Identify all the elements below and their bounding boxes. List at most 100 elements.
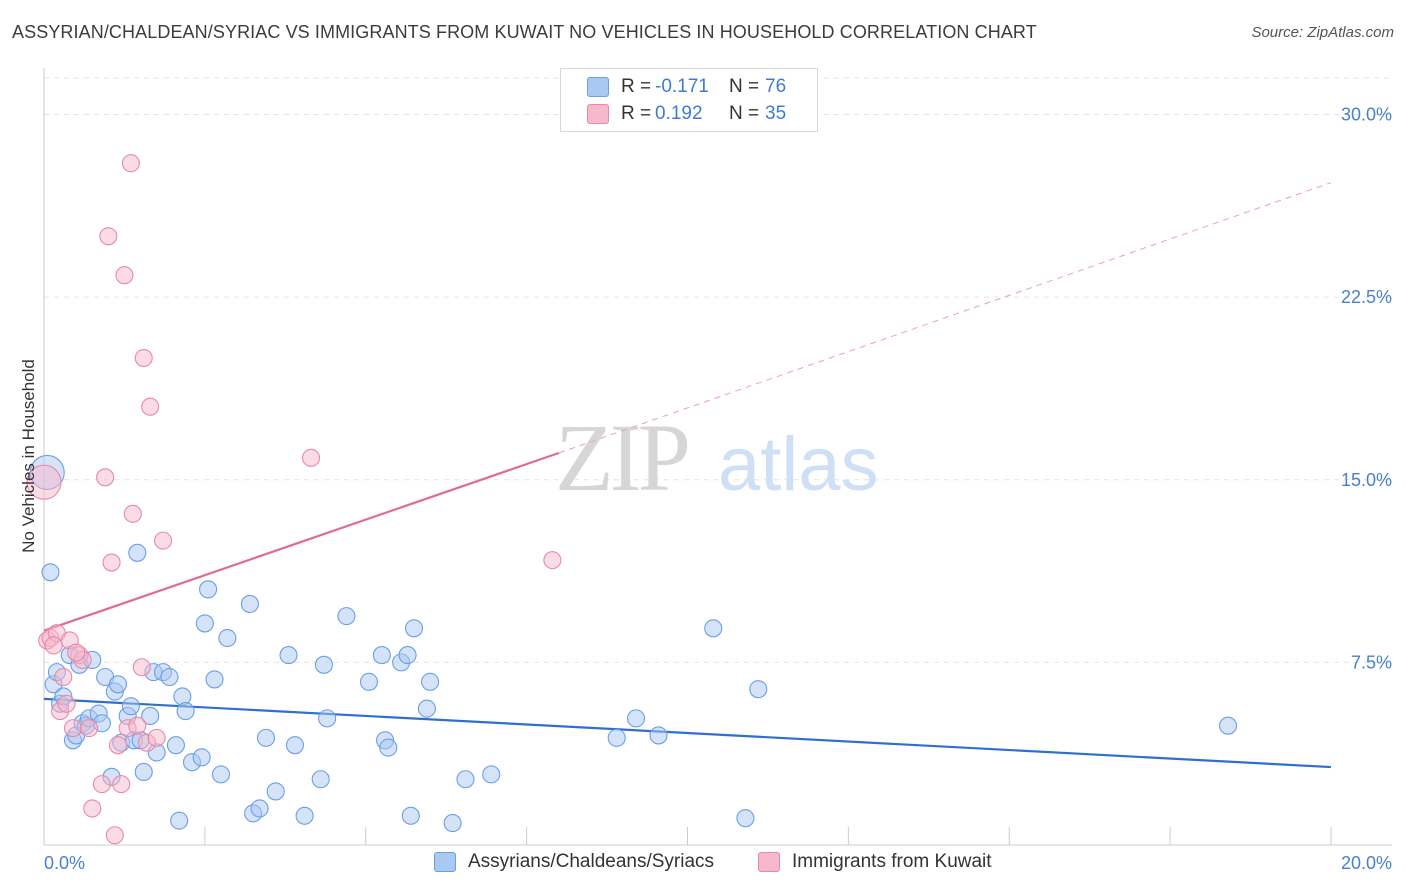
- point-assyrians: [337, 607, 356, 626]
- series-swatch-kuwait: [758, 852, 780, 872]
- series-legend-kuwait[interactable]: Immigrants from Kuwait: [758, 851, 992, 873]
- trend-line: [43, 697, 1332, 769]
- point-kuwait: [147, 728, 166, 747]
- point-assyrians: [41, 563, 60, 582]
- point-kuwait: [63, 719, 83, 738]
- point-kuwait: [132, 658, 151, 677]
- point-assyrians: [398, 646, 417, 665]
- point-assyrians: [359, 672, 379, 691]
- trend-line-extension: [558, 182, 1332, 454]
- point-assyrians: [295, 806, 314, 825]
- point-kuwait: [83, 799, 102, 818]
- legend-r-value: 0.192: [655, 103, 703, 124]
- point-kuwait: [121, 154, 140, 173]
- y-tick-label: 7.5%: [1351, 652, 1392, 672]
- point-assyrians: [128, 543, 147, 562]
- point-assyrians: [256, 728, 276, 747]
- point-kuwait: [67, 643, 86, 662]
- point-assyrians: [421, 672, 440, 691]
- point-kuwait: [99, 227, 118, 246]
- point-assyrians: [199, 580, 218, 599]
- y-tick-label: 15.0%: [1341, 470, 1392, 490]
- point-kuwait: [153, 531, 173, 550]
- data-points: [26, 154, 1238, 845]
- point-assyrians: [417, 699, 436, 718]
- point-assyrians: [318, 709, 337, 728]
- point-assyrians: [250, 799, 269, 818]
- point-assyrians: [218, 628, 237, 648]
- point-kuwait: [543, 551, 562, 570]
- point-kuwait: [134, 348, 153, 368]
- point-assyrians: [285, 736, 305, 755]
- legend-r-label: R =: [621, 103, 652, 124]
- point-kuwait: [112, 775, 131, 794]
- point-kuwait: [102, 553, 121, 572]
- y-tick-labels: 7.5% 15.0% 22.5% 30.0%: [1341, 105, 1392, 673]
- legend-n-value: 35: [765, 103, 787, 124]
- source-credit: Source: ZipAtlas.com: [1251, 24, 1394, 41]
- point-kuwait: [123, 504, 142, 523]
- watermark: ZIP atlas: [555, 404, 879, 511]
- point-assyrians: [311, 770, 330, 789]
- grid-lines: [44, 77, 1392, 663]
- correlation-legend: R = -0.171 N = 76 R = 0.192 N = 35: [560, 68, 818, 132]
- legend-n-label: N =: [729, 103, 760, 124]
- point-assyrians: [205, 670, 224, 689]
- point-kuwait: [57, 694, 76, 713]
- point-assyrians: [607, 728, 626, 747]
- point-assyrians: [160, 667, 179, 687]
- point-assyrians: [649, 726, 668, 745]
- series-swatch-assyrians: [434, 852, 456, 872]
- point-assyrians: [279, 646, 298, 665]
- point-assyrians: [134, 762, 153, 782]
- point-kuwait: [92, 775, 111, 794]
- series-name-kuwait: Immigrants from Kuwait: [792, 851, 992, 872]
- y-tick-label: 30.0%: [1341, 105, 1392, 125]
- legend-n-label: N =: [729, 76, 760, 97]
- point-assyrians: [240, 594, 259, 613]
- point-assyrians: [170, 811, 189, 830]
- point-assyrians: [173, 687, 192, 706]
- point-kuwait: [79, 719, 99, 738]
- point-assyrians: [121, 697, 140, 716]
- trend-line: [43, 451, 560, 632]
- watermark-atlas: atlas: [718, 422, 879, 507]
- point-assyrians: [401, 806, 420, 825]
- legend-row-kuwait: R = 0.192 N = 35: [587, 102, 786, 126]
- y-tick-label: 22.5%: [1341, 287, 1392, 307]
- point-kuwait: [141, 397, 160, 416]
- series-legend-assyrians[interactable]: Assyrians/Chaldeans/Syriacs: [434, 851, 714, 873]
- point-kuwait: [128, 716, 147, 735]
- point-assyrians: [456, 770, 475, 789]
- point-kuwait: [115, 266, 134, 285]
- legend-r-value: -0.171: [655, 76, 709, 97]
- point-assyrians: [404, 619, 424, 638]
- point-assyrians: [443, 814, 462, 833]
- point-assyrians: [108, 675, 128, 694]
- point-assyrians: [192, 748, 211, 767]
- trend-lines: [43, 182, 1332, 769]
- point-kuwait: [105, 826, 124, 845]
- point-kuwait: [54, 667, 73, 687]
- point-assyrians: [379, 738, 398, 757]
- point-assyrians: [372, 646, 391, 665]
- point-assyrians: [195, 614, 214, 633]
- point-kuwait: [96, 468, 115, 487]
- point-assyrians: [266, 782, 285, 801]
- series-name-assyrians: Assyrians/Chaldeans/Syriacs: [468, 851, 715, 872]
- point-assyrians: [626, 709, 646, 728]
- x-tick-label-max: 20.0%: [1341, 853, 1392, 873]
- point-kuwait: [302, 448, 321, 467]
- watermark-zip: ZIP: [555, 404, 688, 511]
- point-kuwait: [44, 636, 63, 655]
- legend-swatch-assyrians: [587, 77, 609, 97]
- point-assyrians: [736, 809, 755, 828]
- point-assyrians: [166, 736, 185, 755]
- legend-swatch-kuwait: [587, 104, 609, 124]
- point-assyrians: [176, 702, 195, 721]
- chart-title: ASSYRIAN/CHALDEAN/SYRIAC VS IMMIGRANTS F…: [12, 22, 1037, 42]
- point-assyrians: [141, 706, 160, 725]
- point-assyrians: [1218, 716, 1238, 735]
- legend-n-value: 76: [765, 76, 787, 97]
